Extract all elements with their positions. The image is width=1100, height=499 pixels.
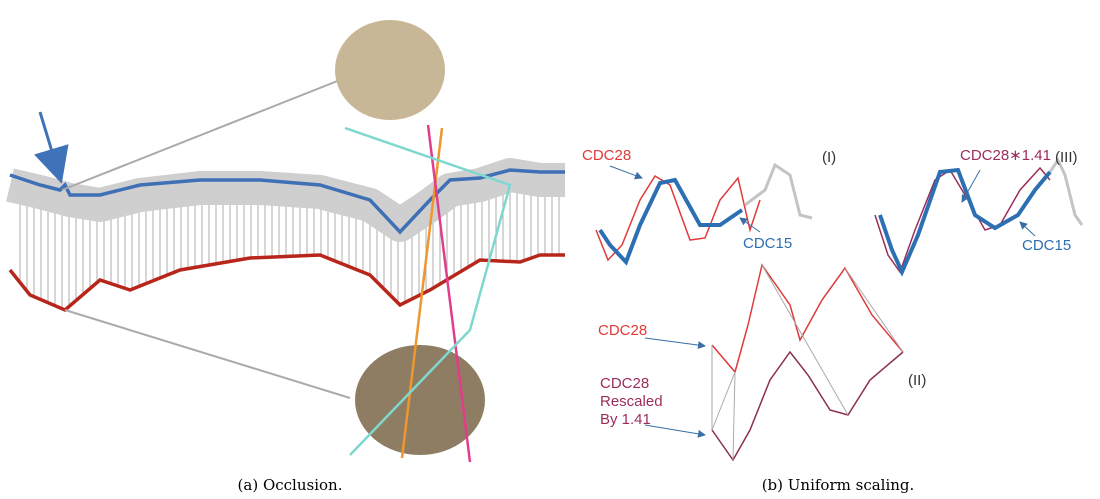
arrow — [739, 217, 761, 233]
arrow — [1019, 221, 1036, 237]
skull-bottom — [355, 345, 485, 455]
gray-tail — [1048, 156, 1084, 226]
link — [844, 267, 904, 353]
arrow — [34, 111, 69, 184]
arrow — [644, 424, 706, 438]
blue-curve — [598, 177, 744, 266]
caption: (b) Uniform scaling. — [762, 476, 915, 494]
label: CDC28 — [600, 375, 649, 392]
connector — [64, 309, 351, 399]
cyan-line — [344, 126, 512, 456]
pink-line — [426, 124, 472, 463]
connector — [61, 77, 346, 191]
label: By 1.41 — [600, 411, 651, 428]
label: (III) — [1055, 149, 1078, 166]
arrow — [609, 165, 643, 180]
red-curve — [595, 174, 761, 262]
blue-curve — [878, 167, 1052, 277]
arrow — [644, 337, 706, 350]
gray-links — [711, 345, 736, 461]
purple-curve — [874, 166, 1051, 274]
label: (I) — [822, 149, 836, 166]
label: CDC28 — [582, 147, 631, 164]
link — [761, 264, 849, 416]
red-curve — [8, 253, 565, 313]
label: CDC28 — [598, 322, 647, 339]
label: CDC15 — [1022, 237, 1071, 254]
arrow — [961, 169, 981, 203]
caption: (a) Occlusion. — [238, 476, 343, 494]
skull-top — [335, 20, 445, 120]
label: Rescaled — [600, 393, 663, 410]
label: CDC15 — [743, 235, 792, 252]
red-curve — [711, 263, 904, 374]
gray-tail — [744, 162, 813, 220]
purple-curve — [711, 350, 904, 462]
label: (II) — [908, 372, 926, 389]
label: CDC28∗1.41 — [960, 147, 1051, 164]
